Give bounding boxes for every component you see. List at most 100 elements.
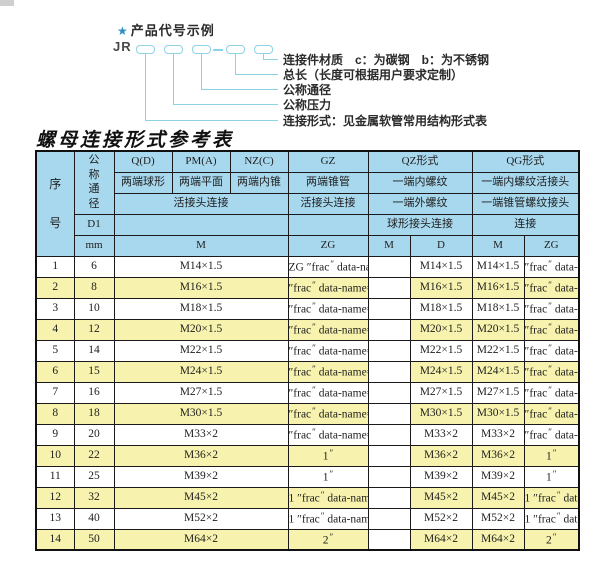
cell-zg: ″frac″ data-name=″fraction″ data-interac… (287, 339, 369, 362)
inch-mark: ″ (329, 447, 334, 458)
header-qg-zg: ZG (523, 234, 580, 257)
cell-dn: 12 (73, 318, 115, 341)
cell-dn: 18 (73, 402, 115, 425)
cell-qz-m (367, 465, 411, 488)
header-nz-desc: 两端内锥 (229, 171, 289, 194)
header-row-3: 活接头连接 活接头连接 一端外螺纹 一端锥管螺纹接头 (36, 192, 580, 215)
cell-qz-m (367, 360, 411, 383)
cell-qz-m (367, 507, 411, 530)
inch-mark: ″ (312, 321, 316, 332)
inch-mark: ″ (312, 279, 316, 290)
inch-mark: ″ (320, 489, 325, 500)
inch-mark: ″ (524, 282, 530, 295)
cell-dn: 8 (73, 276, 115, 299)
connector-line-1 (263, 54, 278, 60)
header-row-2: 两端球形 两端平面 两端内锥 两端锥管 一端内螺纹 一端内螺纹活接头 (36, 171, 580, 194)
cell-dn: 22 (73, 444, 115, 467)
inch-mark: ″ (524, 408, 530, 421)
cell-m: M22×1.5 (113, 339, 289, 362)
connector-line-4 (173, 54, 278, 105)
cell-qz-m (367, 255, 411, 278)
cell-qz-d: M22×1.5 (409, 339, 473, 362)
cell-qg-zg: 1 ″frac″ data-name=″fraction″ data-inter… (523, 507, 580, 530)
header-qz-d: D (409, 234, 473, 257)
product-code-prefix: JR (113, 39, 132, 54)
cell-m: M45×2 (113, 486, 289, 509)
cell-dn: 32 (73, 486, 115, 509)
cell-qz-m (367, 423, 411, 446)
cell-qz-m (367, 339, 411, 362)
cell-qz-d: M27×1.5 (409, 381, 473, 404)
cell-qg-m: M64×2 (471, 528, 525, 551)
header-empty-1 (113, 213, 289, 236)
inch-mark: ″ (552, 468, 557, 479)
cell-zg: ″frac″ data-name=″fraction″ data-interac… (287, 360, 369, 383)
header-serial: 序号 (35, 150, 75, 257)
cell-qg-m: M27×1.5 (471, 381, 525, 404)
cell-serial: 9 (35, 423, 75, 446)
cell-qg-zg: ″frac″ data-name=″fraction″ data-interac… (523, 402, 580, 425)
code-box-5 (254, 45, 273, 54)
cell-qz-d: M36×2 (409, 444, 473, 467)
inch-mark: ″ (552, 531, 557, 542)
code-box-2 (164, 45, 183, 54)
cell-m: M36×2 (113, 444, 289, 467)
inch-mark: ″ (524, 387, 530, 400)
cell-serial: 6 (35, 360, 75, 383)
header-col-qz: QZ形式 (367, 150, 473, 173)
header-mm: mm (73, 234, 115, 257)
code-dash (213, 49, 223, 51)
inch-mark: ″ (288, 345, 294, 358)
diagram-heading-text: 产品代号示例 (130, 23, 215, 38)
inch-mark: ″ (312, 405, 316, 416)
cell-qg-zg: ″frac″ data-name=″fraction″ data-interac… (523, 360, 580, 383)
cell-m: M39×2 (113, 465, 289, 488)
header-row-4: D1 球形接头连接 连接 (36, 213, 580, 236)
cell-zg: ″frac″ data-name=″fraction″ data-interac… (287, 423, 369, 446)
header-qg-m: M (471, 234, 525, 257)
cell-qz-m (367, 318, 411, 341)
inch-mark: ″ (524, 261, 530, 274)
inch-mark: ″ (524, 324, 530, 337)
header-qz-desc2: 一端外螺纹 (367, 192, 473, 215)
diagram-label-5: 连接形式：见金属软管常用结构形式表 (283, 114, 488, 128)
cell-serial: 1 (35, 255, 75, 278)
diagram-label-3: 公称通径 (283, 83, 332, 97)
header-row-5: mm M ZG M D M ZG (36, 234, 580, 257)
inch-mark: ″ (312, 300, 316, 311)
header-pm-desc: 两端平面 (171, 171, 231, 194)
cell-dn: 20 (73, 423, 115, 446)
cell-zg: ″frac″ data-name=″fraction″ data-interac… (287, 276, 369, 299)
cell-m: M64×2 (113, 528, 289, 551)
inch-mark: ″ (329, 468, 334, 479)
cell-qg-m: M16×1.5 (471, 276, 525, 299)
cell-qg-m: M22×1.5 (471, 339, 525, 362)
cell-qg-m: M24×1.5 (471, 360, 525, 383)
cell-qg-zg: 2″ (523, 528, 580, 551)
cell-serial: 11 (35, 465, 75, 488)
cell-dn: 40 (73, 507, 115, 530)
diagram-label-1: 连接件材质 c：为碳钢 b：为不锈钢 (283, 53, 490, 67)
inch-mark: ″ (312, 426, 316, 437)
inch-mark: ″ (306, 261, 312, 274)
inch-mark: ″ (548, 384, 552, 395)
cell-qz-d: M14×1.5 (409, 255, 473, 278)
scan-artifact (0, 0, 14, 6)
header-union-connection: 活接头连接 (113, 192, 289, 215)
cell-zg: 1 ″frac″ data-name=″fraction″ data-inter… (287, 486, 369, 509)
inch-mark: ″ (524, 366, 530, 379)
cell-qg-m: M52×2 (471, 507, 525, 530)
inch-mark: ″ (329, 531, 334, 542)
code-box-3 (192, 45, 211, 54)
diagram-label-4: 公称压力 (283, 98, 332, 112)
inch-mark: ″ (548, 363, 552, 374)
cell-qg-m: M30×1.5 (471, 402, 525, 425)
header-qg-desc2: 一端锥管螺纹接头 (471, 192, 580, 215)
cell-qg-zg: 1″ (523, 444, 580, 467)
header-qg-desc1: 一端内螺纹活接头 (471, 171, 580, 194)
